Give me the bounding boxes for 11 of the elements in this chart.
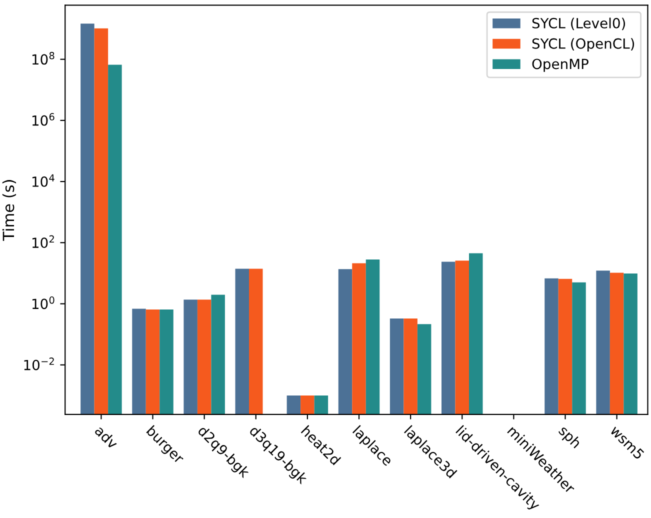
y-tick-label: 10$^{6}$ xyxy=(32,113,54,126)
y-tick-label: 10$^{2}$ xyxy=(32,235,54,248)
y-tick-label: 10$^{0}$ xyxy=(32,296,54,310)
y-tick-label: 10$^{−2}$ xyxy=(24,358,54,370)
legend-label: SYCL (Level0) xyxy=(532,18,626,30)
y-axis-title: Time (s) xyxy=(2,180,16,241)
legend-label: SYCL (OpenCL) xyxy=(532,38,634,52)
x-tick-label: adv xyxy=(94,424,119,450)
y-tick-label: 10$^{8}$ xyxy=(32,52,54,65)
y-tick-label: 10$^{4}$ xyxy=(32,174,54,187)
legend-label: OpenMP xyxy=(532,58,588,72)
